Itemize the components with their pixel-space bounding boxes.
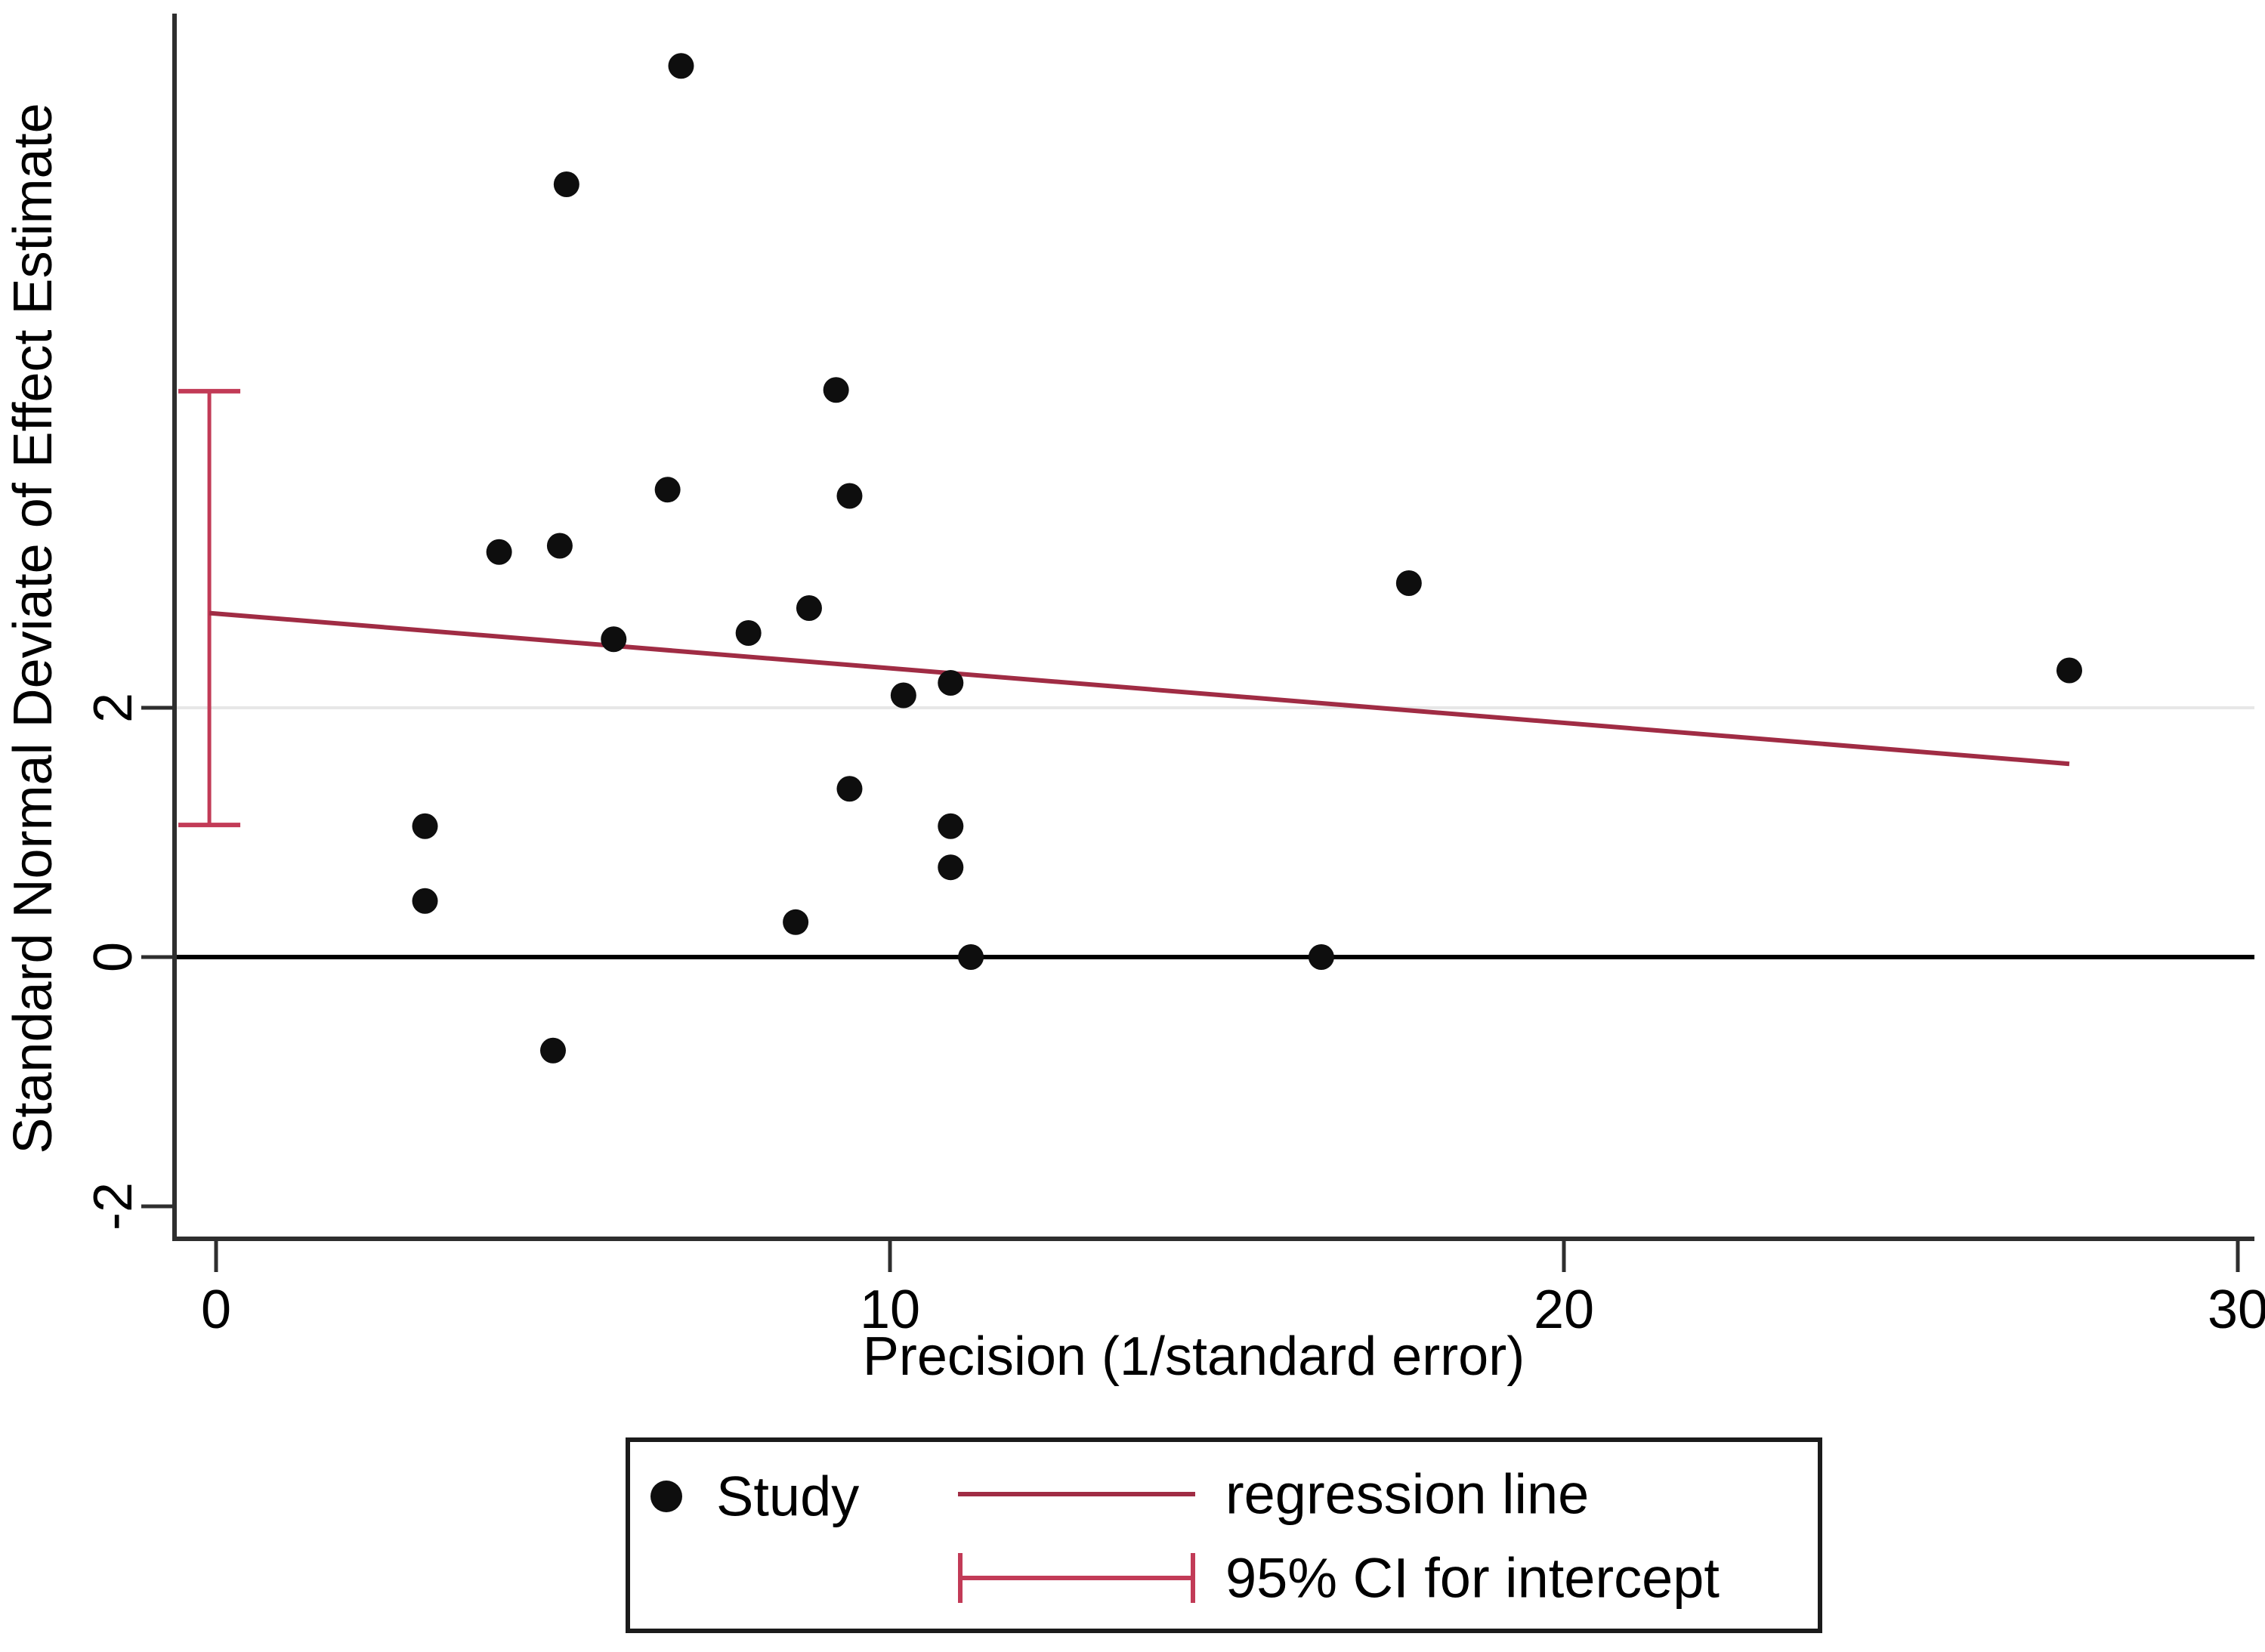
study-point bbox=[486, 539, 512, 565]
ci-mid-line bbox=[958, 1576, 1195, 1580]
x-tick-label: 30 bbox=[2208, 1280, 2265, 1340]
study-point bbox=[735, 620, 762, 646]
study-point bbox=[796, 595, 822, 621]
study-point bbox=[938, 854, 964, 881]
study-point bbox=[1308, 944, 1334, 970]
legend-study-dot-icon bbox=[650, 1481, 682, 1512]
study-point bbox=[938, 670, 964, 696]
legend-label-study: Study bbox=[716, 1465, 860, 1528]
y-tick-label: 2 bbox=[83, 693, 144, 723]
study-point bbox=[546, 533, 573, 559]
regression-line bbox=[209, 610, 2070, 767]
study-point bbox=[958, 944, 984, 970]
legend-label-regression-line: regression line bbox=[1225, 1462, 1590, 1526]
x-tick-label: 20 bbox=[1534, 1280, 1594, 1340]
y-tick-label: 0 bbox=[83, 942, 144, 972]
study-point bbox=[601, 626, 627, 653]
ci-cap-right bbox=[1191, 1553, 1195, 1603]
legend-label-ci-intercept: 95% CI for intercept bbox=[1225, 1546, 1720, 1610]
study-point bbox=[412, 813, 438, 839]
study-point bbox=[783, 909, 809, 935]
study-point bbox=[412, 888, 438, 914]
study-point bbox=[890, 682, 916, 709]
x-axis-title: Precision (1/standard error) bbox=[862, 1326, 1525, 1387]
study-point bbox=[823, 377, 849, 403]
x-tick-label: 10 bbox=[860, 1280, 920, 1340]
study-point bbox=[553, 171, 579, 197]
study-point bbox=[540, 1037, 566, 1064]
study-point bbox=[1395, 570, 1422, 596]
y-axis-title: Standard Normal Deviate of Effect Estima… bbox=[3, 103, 63, 1154]
legend-regression-line-icon bbox=[958, 1492, 1195, 1496]
study-point bbox=[2056, 657, 2082, 684]
legend bbox=[626, 1437, 1822, 1633]
x-tick-label: 0 bbox=[201, 1280, 231, 1340]
study-point bbox=[654, 477, 681, 503]
y-tick-label: -2 bbox=[83, 1182, 144, 1231]
study-point bbox=[836, 483, 863, 509]
study-point bbox=[938, 813, 964, 839]
study-point bbox=[668, 53, 694, 79]
legend-ci-errorbar-icon bbox=[958, 1553, 1195, 1603]
study-point bbox=[836, 776, 863, 802]
